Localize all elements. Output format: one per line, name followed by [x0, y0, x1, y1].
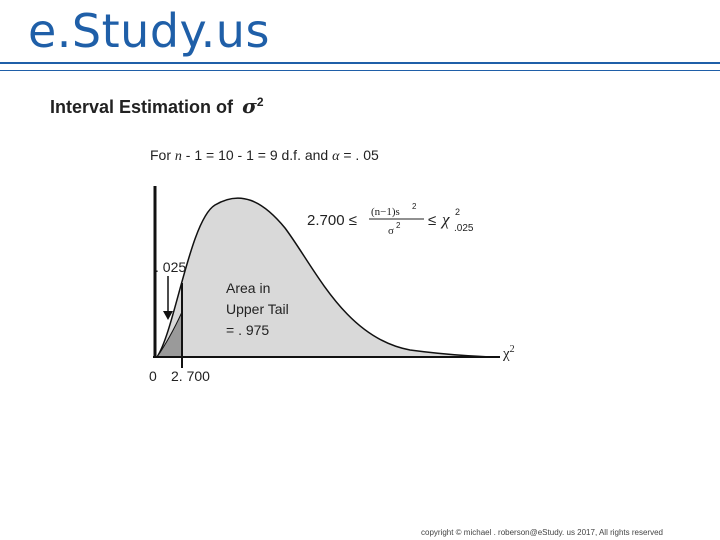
formula-denominator: σ	[388, 225, 394, 237]
slide-title: Interval Estimation of σ2	[50, 94, 264, 118]
lower-tail-label: . 025	[155, 259, 187, 275]
subline-for: For	[150, 147, 171, 163]
header-rule	[0, 62, 720, 64]
subline-alpha-value: = . 05	[339, 147, 379, 163]
critical-value-label: 2. 700	[171, 368, 210, 384]
axis-zero-label: 0	[149, 368, 157, 384]
tail-pointer-arrowhead	[163, 311, 173, 320]
interval-formula: 2.700 ≤ (n−1)s 2 σ 2 ≤ χ 2 .025	[307, 202, 474, 237]
title-text: Interval Estimation of	[50, 97, 234, 117]
chi-symbol: χ	[503, 346, 510, 362]
degrees-of-freedom-line: For n - 1 = 10 - 1 = 9 d.f. and α = . 05	[150, 147, 379, 165]
formula-lhs: 2.700 ≤	[307, 212, 357, 229]
title-exponent: 2	[256, 95, 264, 109]
upper-tail-area-label: Area in Upper Tail = . 975	[226, 278, 289, 341]
header-rule-thin	[0, 70, 720, 71]
formula-chi-exp: 2	[455, 207, 460, 217]
formula-numerator-exp: 2	[412, 202, 417, 211]
formula-relation: ≤	[428, 212, 436, 229]
formula-chi-sub: .025	[454, 223, 474, 234]
subline-n: n	[174, 149, 182, 164]
area-line-1: Area in	[226, 280, 271, 296]
chi-square-curve	[155, 197, 501, 358]
area-line-3: = . 975	[226, 322, 270, 338]
formula-numerator: (n−1)s	[371, 206, 400, 218]
sigma-symbol: σ	[242, 94, 257, 118]
formula-chi: χ	[440, 210, 450, 229]
subline-rest: - 1 = 10 - 1 = 9 d.f. and	[181, 147, 329, 163]
formula-denominator-exp: 2	[396, 221, 401, 230]
copyright-footer: copyright © michael . roberson@eStudy. u…	[421, 528, 663, 537]
area-line-2: Upper Tail	[226, 301, 289, 317]
subline-alpha: α	[332, 149, 340, 164]
brand-logo: e.Study.us	[28, 4, 270, 58]
x-axis-label: χ2	[503, 344, 515, 363]
chi-exponent: 2	[509, 344, 515, 355]
